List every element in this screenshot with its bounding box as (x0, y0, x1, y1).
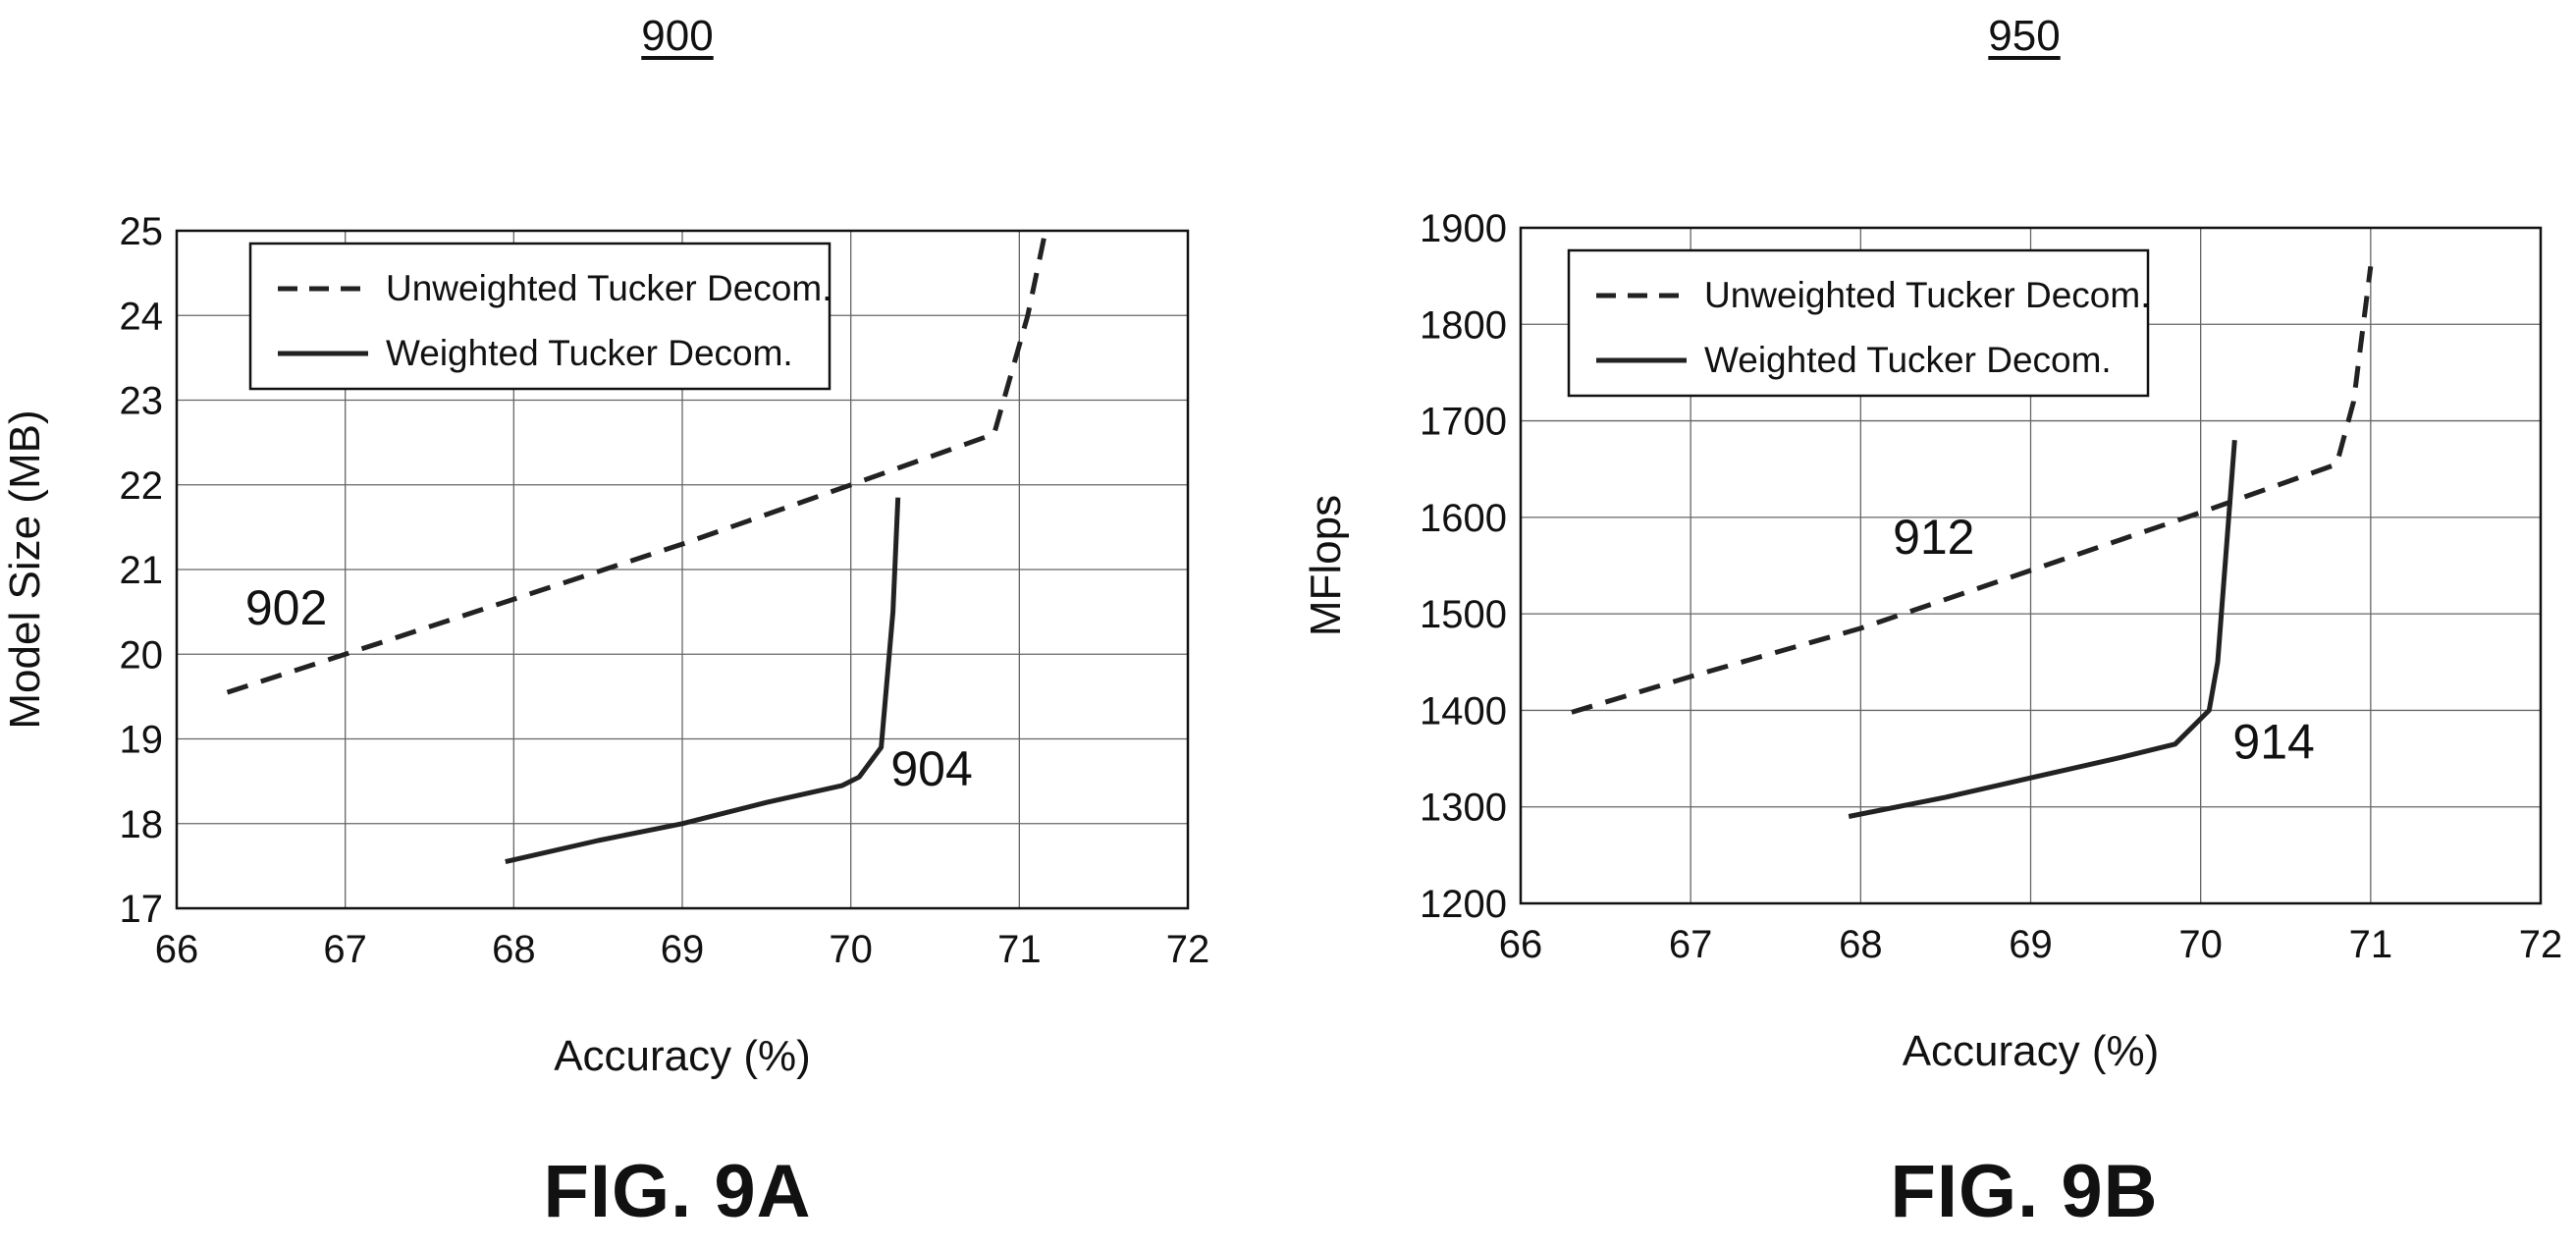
y-tick-label: 23 (120, 380, 164, 423)
legend: Unweighted Tucker Decom. Weighted Tucker … (1567, 248, 2150, 398)
legend-box (1567, 248, 2150, 398)
figure-9b: 950 66 67 68 69 70 71 72 1200 1300 1400 1500 1600 17… (1288, 0, 2576, 1250)
y-tick-label: 1700 (1420, 401, 1507, 444)
weighted-series-line (505, 497, 901, 865)
y-tick-label: 1500 (1420, 593, 1507, 636)
series-reference-label: 912 (1893, 510, 1974, 565)
x-axis-label: Accuracy (%) (554, 1032, 811, 1080)
x-tick-label: 71 (2349, 923, 2393, 966)
x-tick-label: 70 (2178, 923, 2223, 966)
figure-caption: FIG. 9A (543, 1150, 812, 1233)
x-tick-label: 69 (661, 928, 705, 971)
legend-entry-label: Unweighted Tucker Decom. (386, 268, 832, 308)
x-axis-label: Accuracy (%) (1903, 1027, 2160, 1075)
y-tick-label: 1300 (1420, 787, 1507, 830)
y-tick-label: 1600 (1420, 497, 1507, 540)
legend-entry-label: Unweighted Tucker Decom. (1704, 275, 2150, 315)
y-tick-label: 22 (120, 464, 164, 508)
x-tick-label: 66 (155, 928, 199, 971)
y-tick-label: 20 (120, 633, 164, 677)
unweighted-series-line (226, 234, 1047, 695)
series-reference-label: 914 (2232, 715, 2314, 770)
x-tick-label: 67 (1669, 923, 1713, 966)
x-tick-label: 67 (323, 928, 367, 971)
y-tick-label: 1900 (1420, 207, 1507, 250)
y-tick-label: 25 (120, 210, 164, 253)
y-tick-label: 18 (120, 803, 164, 846)
y-tick-label: 1400 (1420, 689, 1507, 733)
plot-frame (175, 229, 1190, 910)
figure-9a: 900 66 67 68 69 70 71 72 17 18 19 20 21 22 23 24 25 Accu… (1, 12, 1210, 1233)
y-axis-label: MFlops (1302, 495, 1350, 636)
y-axis-label: Model Size (MB) (1, 409, 49, 729)
plot-frame (1519, 226, 2543, 905)
x-tick-label: 68 (1839, 923, 1883, 966)
legend-box (248, 242, 832, 391)
x-tick-label: 66 (1499, 923, 1543, 966)
legend-entry-label: Weighted Tucker Decom. (1704, 340, 2112, 380)
weighted-series-line (1848, 440, 2237, 819)
series-reference-label: 902 (245, 580, 327, 635)
figure-reference-number: 950 (1988, 12, 2061, 60)
y-tick-label: 1200 (1420, 883, 1507, 926)
series-reference-label: 904 (890, 741, 972, 796)
y-tick-label: 17 (120, 888, 164, 931)
mflops-chart: 66 67 68 69 70 71 72 1200 1300 1400 1500 1600 1700 18… (1302, 207, 2563, 1075)
x-tick-label: 68 (492, 928, 536, 971)
legend-entry-label: Weighted Tucker Decom. (386, 333, 793, 373)
x-tick-label: 72 (2519, 923, 2563, 966)
x-tick-label: 69 (2009, 923, 2053, 966)
legend: Unweighted Tucker Decom. Weighted Tucker … (248, 242, 832, 391)
y-tick-label: 21 (120, 549, 164, 592)
model-size-chart: 66 67 68 69 70 71 72 17 18 19 20 21 22 23 24 25 Accuracy… (1, 210, 1210, 1080)
unweighted-series-line (1571, 265, 2374, 715)
figure-caption: FIG. 9B (1890, 1150, 2159, 1233)
y-tick-label: 19 (120, 719, 164, 762)
figure-reference-number: 900 (641, 12, 714, 60)
x-tick-label: 70 (829, 928, 873, 971)
y-tick-label: 24 (120, 295, 164, 338)
x-tick-label: 72 (1166, 928, 1210, 971)
y-tick-label: 1800 (1420, 303, 1507, 347)
x-tick-label: 71 (997, 928, 1042, 971)
